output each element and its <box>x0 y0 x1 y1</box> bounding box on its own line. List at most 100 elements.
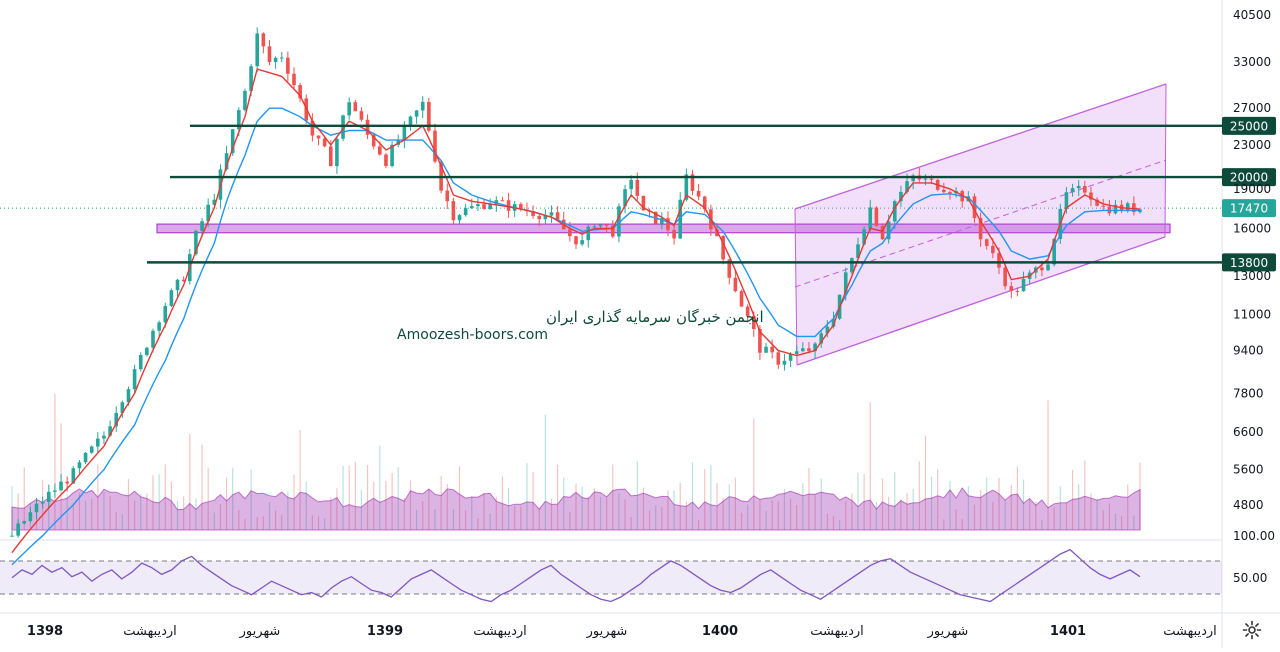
candle-body <box>286 57 290 74</box>
candle-body <box>212 199 217 205</box>
candle-body <box>1089 192 1093 200</box>
candle-body <box>414 110 419 117</box>
candle-body <box>678 199 683 239</box>
last-price-label: 17470 <box>1230 202 1268 216</box>
channel-right-edge <box>1164 83 1167 238</box>
level-label-25000: 25000 <box>1230 119 1268 133</box>
candle-body <box>690 174 695 191</box>
channel-upper-line[interactable] <box>794 83 1167 210</box>
candle-body <box>59 481 63 491</box>
candle-body <box>923 178 928 180</box>
candle-body <box>359 111 364 120</box>
candle-body <box>727 259 732 278</box>
candle-body <box>1052 238 1056 265</box>
candle-body <box>1064 192 1069 209</box>
candle-body <box>604 224 609 226</box>
candle-body <box>427 101 431 131</box>
level-label-13800: 13800 <box>1230 256 1268 270</box>
candle-body <box>1132 203 1136 213</box>
candle-body <box>880 225 885 240</box>
candle-body <box>28 512 33 522</box>
rsi-line <box>11 548 1141 603</box>
y-tick-label: 7800 <box>1233 386 1264 400</box>
candle-body <box>942 189 946 193</box>
x-tick-label: اردیبهشت <box>1163 624 1217 639</box>
candle-body <box>1113 204 1118 214</box>
candle-body <box>868 207 873 230</box>
candle-body <box>856 244 860 259</box>
x-tick-label: شهریور <box>239 624 281 639</box>
channel-mid-line[interactable] <box>794 159 1167 288</box>
candle-body <box>672 230 676 239</box>
y-tick-label: 33000 <box>1233 55 1271 69</box>
candle-body <box>1003 267 1007 287</box>
candle-body <box>617 206 621 237</box>
candle-body <box>984 239 989 246</box>
candle-body <box>758 329 762 353</box>
y-tick-label: 13000 <box>1233 269 1271 283</box>
support-zone[interactable] <box>156 223 1171 234</box>
candle-body <box>782 360 787 365</box>
candle-body <box>102 435 106 439</box>
candle-body <box>549 212 554 216</box>
candle-body <box>733 277 738 292</box>
candle-body <box>813 343 817 352</box>
candle-body <box>335 138 339 167</box>
candle-body <box>1009 286 1014 292</box>
candle-body <box>71 468 76 484</box>
candle-body <box>997 253 1001 268</box>
candle-body <box>138 355 143 370</box>
gear-icon[interactable] <box>1242 620 1262 640</box>
candle-body <box>1021 278 1026 292</box>
channel-left-edge <box>794 208 798 366</box>
channel-lower-line[interactable] <box>796 236 1166 366</box>
candle-body <box>751 315 756 330</box>
candle-body <box>365 119 370 135</box>
y-tick-label: 27000 <box>1233 101 1271 115</box>
candle-body <box>702 196 707 210</box>
candle-body <box>384 154 388 166</box>
candle-body <box>862 229 866 245</box>
candle-body <box>65 481 69 484</box>
rsi-tick-label: 100.00 <box>1233 529 1275 543</box>
candle-body <box>745 306 750 316</box>
candle-body <box>929 178 934 180</box>
candle-body <box>1015 291 1020 293</box>
candle-body <box>451 201 456 221</box>
candle-body <box>831 318 836 327</box>
x-tick-label: 1401 <box>1050 624 1086 639</box>
candle-body <box>899 191 903 202</box>
candle-body <box>1040 267 1044 271</box>
candle-body <box>807 348 811 352</box>
candle-body <box>114 412 119 427</box>
candle-body <box>482 204 486 209</box>
candle-body <box>237 110 241 130</box>
candle-body <box>1076 185 1081 189</box>
candle-body <box>788 354 793 361</box>
rsi-band <box>0 561 1222 594</box>
candle-body <box>801 348 805 352</box>
candle-body <box>200 221 204 231</box>
candle-body <box>1083 185 1087 193</box>
y-tick-label: 9400 <box>1233 344 1264 358</box>
candle-body <box>905 181 909 192</box>
candle-body <box>163 305 168 323</box>
candle-body <box>463 208 468 216</box>
candle-body <box>892 201 897 222</box>
candle-body <box>991 245 995 254</box>
candle-body <box>34 503 39 513</box>
candle-body <box>543 215 548 220</box>
candle-body <box>224 153 229 170</box>
x-tick-label: 1400 <box>702 624 738 639</box>
candle-body <box>574 236 578 245</box>
x-tick-label: شهریور <box>586 624 628 639</box>
candle-body <box>555 212 560 220</box>
candle-body <box>666 218 670 231</box>
candle-body <box>819 333 824 344</box>
x-tick-label: شهریور <box>927 624 969 639</box>
candle-body <box>322 138 327 147</box>
candle-body <box>292 73 296 86</box>
candle-body <box>623 189 627 207</box>
